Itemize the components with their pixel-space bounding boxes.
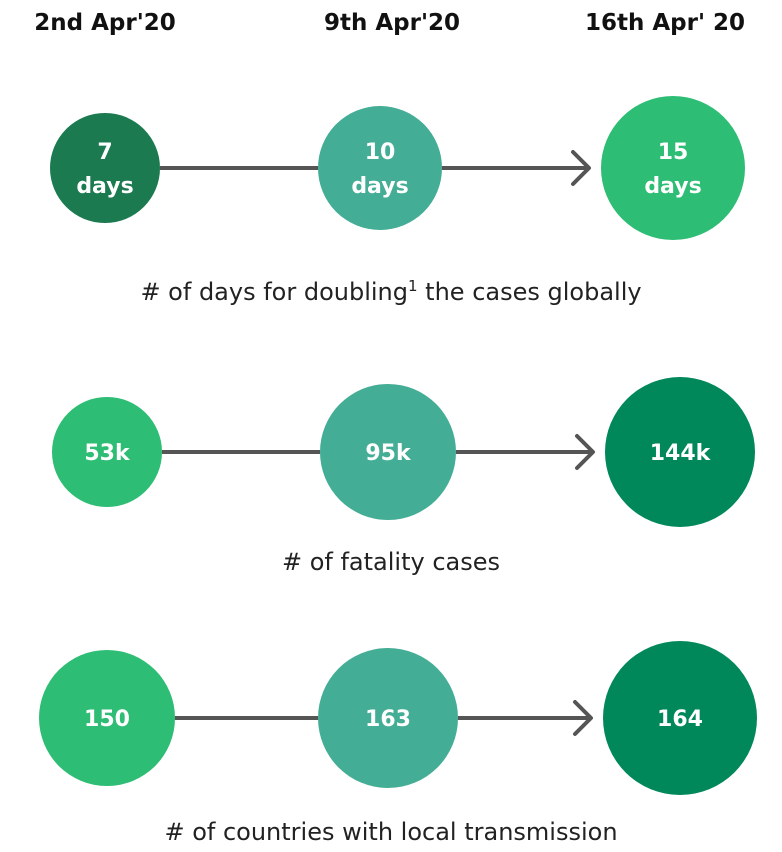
circle bbox=[50, 113, 160, 223]
circle bbox=[318, 648, 458, 788]
arrow-head bbox=[575, 434, 595, 470]
circle-label: 53k bbox=[84, 441, 131, 466]
caption-part: # of fatality cases bbox=[282, 548, 500, 576]
date: 16th Apr' 20 bbox=[585, 10, 745, 36]
circle bbox=[39, 650, 175, 786]
caption-part: # of countries with local transmission bbox=[164, 818, 617, 846]
arrow-head bbox=[573, 700, 593, 736]
circle bbox=[318, 106, 442, 230]
circle bbox=[52, 397, 162, 507]
circle-label: 10 bbox=[365, 140, 396, 165]
caption-part: the cases globally bbox=[418, 278, 642, 306]
caption-part: # of days for doubling bbox=[140, 278, 408, 306]
circle-label: days bbox=[76, 174, 133, 199]
circle-label: 15 bbox=[658, 140, 689, 165]
circle-label: 164 bbox=[657, 707, 703, 732]
circle bbox=[605, 377, 755, 527]
caption: # of countries with local transmission bbox=[164, 818, 617, 846]
circle-label: 7 bbox=[97, 140, 112, 165]
caption: # of fatality cases bbox=[282, 548, 500, 576]
circle-label: 163 bbox=[365, 707, 411, 732]
circle-label: 150 bbox=[84, 707, 130, 732]
superscript: 1 bbox=[408, 277, 418, 295]
circle-label: days bbox=[644, 174, 701, 199]
arrow-head bbox=[571, 150, 591, 186]
circle bbox=[603, 641, 757, 795]
circle-label: days bbox=[351, 174, 408, 199]
date: 2nd Apr'20 bbox=[34, 10, 176, 36]
circle-label: 95k bbox=[365, 441, 412, 466]
circle-label: 144k bbox=[650, 441, 712, 466]
caption: # of days for doubling1 the cases global… bbox=[140, 277, 641, 306]
date: 9th Apr'20 bbox=[324, 10, 460, 36]
circle bbox=[601, 96, 745, 240]
circle bbox=[320, 384, 456, 520]
